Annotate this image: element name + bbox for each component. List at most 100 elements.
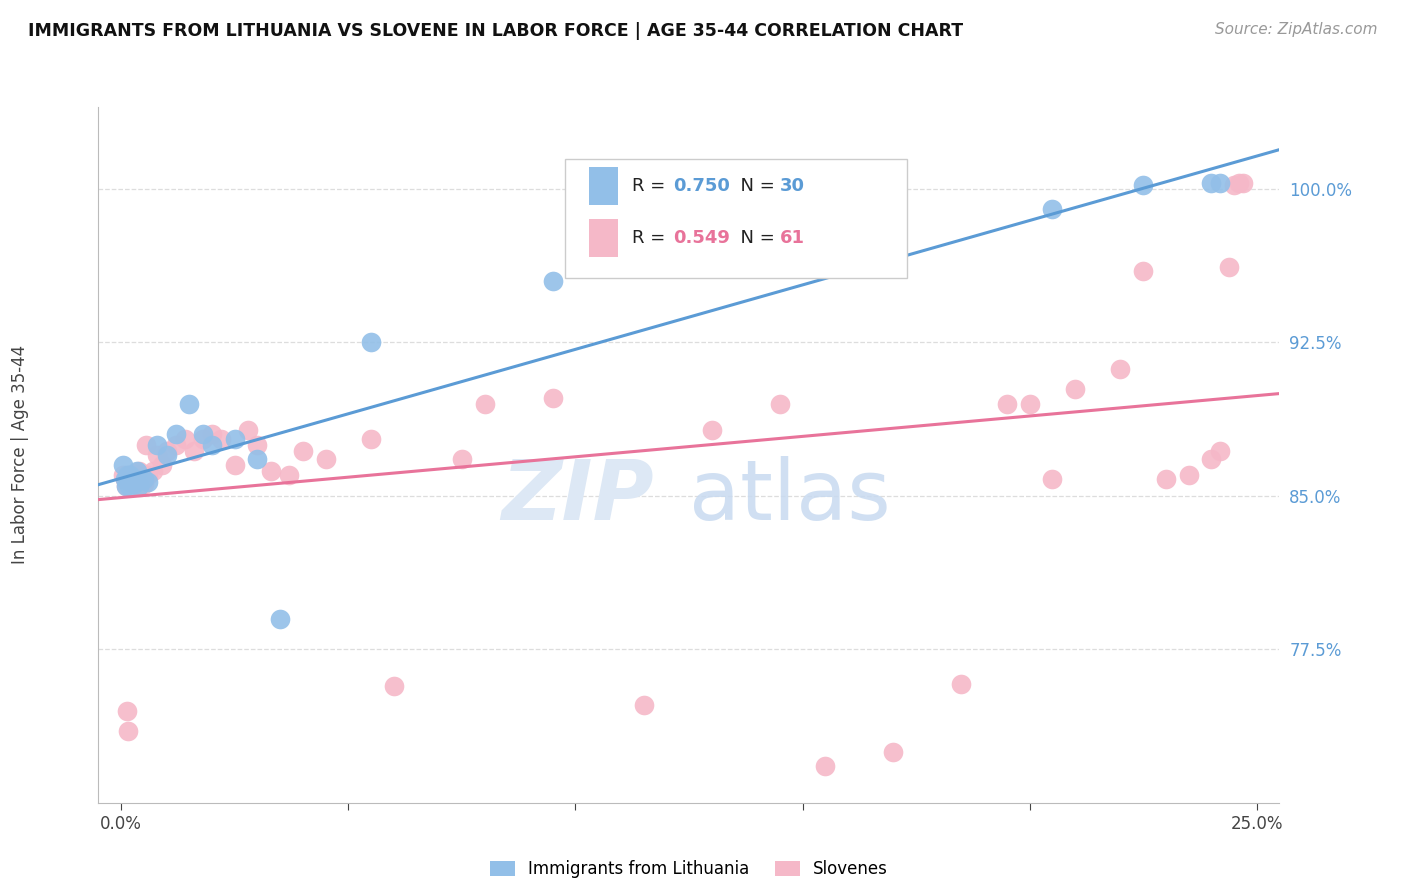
- Point: [224, 432, 246, 446]
- Point: [155, 448, 177, 462]
- Point: [191, 427, 214, 442]
- Point: [541, 391, 564, 405]
- Point: [1201, 452, 1223, 467]
- Point: [165, 427, 187, 442]
- Point: [1209, 176, 1232, 190]
- Text: N =: N =: [730, 229, 780, 247]
- Point: [769, 397, 792, 411]
- Point: [1132, 264, 1154, 278]
- Point: [1064, 383, 1087, 397]
- Point: [114, 473, 136, 487]
- Point: [114, 478, 136, 492]
- Point: [1132, 178, 1154, 192]
- Point: [132, 476, 155, 491]
- Point: [246, 438, 269, 452]
- Legend: Immigrants from Lithuania, Slovenes: Immigrants from Lithuania, Slovenes: [484, 854, 894, 885]
- Point: [1209, 443, 1232, 458]
- Point: [115, 704, 138, 718]
- Text: R =: R =: [633, 229, 671, 247]
- Point: [128, 478, 150, 492]
- Point: [1227, 176, 1250, 190]
- Text: IMMIGRANTS FROM LITHUANIA VS SLOVENE IN LABOR FORCE | AGE 35-44 CORRELATION CHAR: IMMIGRANTS FROM LITHUANIA VS SLOVENE IN …: [28, 22, 963, 40]
- Point: [201, 438, 224, 452]
- Point: [1040, 202, 1063, 217]
- Point: [1232, 176, 1254, 190]
- Point: [950, 677, 973, 691]
- Point: [121, 473, 143, 487]
- Text: atlas: atlas: [689, 456, 890, 537]
- Point: [121, 468, 143, 483]
- Point: [1040, 473, 1063, 487]
- Text: 61: 61: [780, 229, 804, 247]
- Point: [114, 473, 136, 487]
- Text: R =: R =: [633, 177, 671, 194]
- Point: [125, 468, 148, 483]
- Point: [541, 274, 564, 288]
- Point: [238, 423, 260, 437]
- Text: 0.750: 0.750: [673, 177, 731, 194]
- Point: [1109, 362, 1132, 376]
- Point: [1154, 473, 1177, 487]
- Point: [120, 475, 142, 489]
- Point: [173, 432, 195, 446]
- Point: [117, 724, 139, 739]
- Text: Source: ZipAtlas.com: Source: ZipAtlas.com: [1215, 22, 1378, 37]
- Point: [112, 468, 135, 483]
- Point: [118, 478, 141, 492]
- Point: [146, 448, 169, 462]
- Point: [135, 438, 157, 452]
- Point: [155, 443, 177, 458]
- Text: ZIP: ZIP: [501, 456, 654, 537]
- Point: [360, 432, 382, 446]
- Point: [450, 452, 472, 467]
- Point: [150, 458, 173, 472]
- Point: [260, 464, 283, 478]
- Point: [1177, 468, 1199, 483]
- Point: [122, 476, 145, 491]
- Point: [1218, 260, 1240, 274]
- Point: [165, 438, 187, 452]
- Point: [125, 464, 148, 478]
- Point: [382, 679, 405, 693]
- Point: [146, 438, 169, 452]
- Point: [142, 464, 165, 478]
- Point: [115, 468, 138, 483]
- Text: N =: N =: [730, 177, 780, 194]
- Point: [138, 475, 160, 489]
- Point: [882, 745, 904, 759]
- Point: [120, 468, 142, 483]
- Point: [183, 443, 205, 458]
- Point: [269, 612, 291, 626]
- Point: [124, 475, 146, 489]
- Point: [132, 473, 155, 487]
- Point: [1018, 397, 1040, 411]
- Point: [224, 458, 246, 472]
- Point: [128, 464, 150, 478]
- Point: [120, 473, 142, 487]
- Point: [995, 397, 1018, 411]
- Point: [360, 335, 382, 350]
- Point: [122, 473, 145, 487]
- Point: [315, 452, 337, 467]
- Point: [179, 397, 201, 411]
- Text: 30: 30: [780, 177, 804, 194]
- Point: [131, 475, 153, 489]
- Point: [209, 432, 232, 446]
- Point: [138, 468, 160, 483]
- Point: [474, 397, 496, 411]
- Point: [246, 452, 269, 467]
- Point: [117, 473, 139, 487]
- Point: [124, 475, 146, 489]
- Point: [114, 478, 136, 492]
- FancyBboxPatch shape: [589, 167, 619, 205]
- Point: [201, 427, 224, 442]
- Point: [814, 759, 837, 773]
- Point: [120, 475, 142, 489]
- Point: [700, 423, 723, 437]
- Text: 0.549: 0.549: [673, 229, 731, 247]
- Point: [1201, 176, 1223, 190]
- Point: [278, 468, 301, 483]
- Point: [1223, 178, 1246, 192]
- Point: [118, 468, 141, 483]
- Point: [633, 698, 655, 712]
